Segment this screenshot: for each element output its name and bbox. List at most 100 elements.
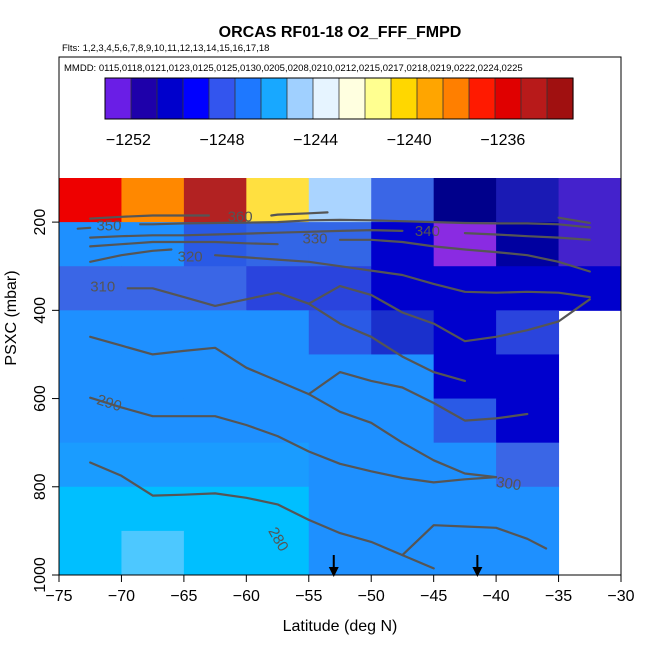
flight-markers [328, 555, 483, 577]
heatmap-cell [246, 266, 310, 311]
heatmap-cell [183, 398, 247, 444]
colorbar-band [547, 78, 574, 119]
x-tick-label: −30 [607, 588, 634, 605]
heatmap-cell [121, 486, 185, 532]
contour-label-340: 340 [415, 223, 440, 240]
y-tick-label: 600 [32, 385, 49, 412]
heatmap-cell [121, 530, 185, 576]
colorbar-band [521, 78, 548, 119]
heatmap-cell [433, 310, 497, 355]
colorbar-tick-label: −1248 [200, 132, 245, 149]
contour-line-360 [270, 211, 329, 217]
x-tick-label: −35 [545, 588, 572, 605]
heatmap-cell [183, 222, 247, 267]
flights-label: Flts: 1,2,3,4,5,6,7,8,9,10,11,12,13,14,1… [62, 43, 269, 54]
colorbar-band [391, 78, 418, 119]
heatmap-cell [59, 178, 122, 223]
contour-label-290: 290 [95, 391, 124, 415]
heatmap-cell [371, 398, 435, 444]
heatmap-cell [433, 486, 497, 532]
heatmap-cell [558, 266, 622, 311]
heatmap-cell [121, 442, 185, 488]
heatmap-cell [558, 178, 622, 223]
heatmap-cell [496, 310, 560, 355]
x-tick-label: −75 [45, 588, 72, 605]
chart-title: ORCAS RF01-18 O2_FFF_FMPD [219, 24, 462, 41]
y-tick-label: 400 [32, 297, 49, 324]
heatmap-cell [371, 310, 435, 355]
contour-line-320 [214, 254, 591, 299]
heatmap-cell [433, 266, 497, 311]
heatmap-cell [496, 530, 560, 576]
heatmap-cell [371, 178, 435, 223]
heatmap-cell [371, 530, 435, 576]
heatmap-cell [246, 530, 310, 576]
heatmap-cell [496, 354, 560, 400]
heatmap-cell [496, 442, 560, 488]
heatmap-cell [246, 310, 310, 355]
heatmap-cell [59, 442, 122, 488]
marker-arrow-head [328, 567, 339, 577]
heatmap-cell [183, 266, 247, 311]
colorbar-band [339, 78, 366, 119]
heatmap-cell [59, 310, 122, 355]
colorbar-band [287, 78, 314, 119]
colorbar: −1252 −1248 −1244 −1240 −1236 [104, 77, 574, 149]
contour-label-320: 320 [178, 248, 203, 265]
colorbar-band [417, 78, 444, 119]
contour-label-330: 330 [303, 231, 328, 248]
heatmap-cell [246, 486, 310, 532]
colorbar-band [443, 78, 470, 119]
marker-arrow-head [472, 567, 483, 577]
heatmap-cell [433, 530, 497, 576]
heatmap-cell [371, 266, 435, 311]
heatmap-cell [121, 354, 185, 400]
contour-line-280 [89, 461, 435, 570]
contour-line-330 [89, 240, 279, 248]
contour-line-360 [89, 214, 210, 220]
heatmap-cell [59, 266, 122, 311]
heatmap-cell [496, 266, 560, 311]
x-axis-label: Latitude (deg N) [283, 618, 398, 635]
x-tick-label: −50 [358, 588, 385, 605]
contour-label-310: 310 [90, 278, 115, 295]
y-tick-label: 1000 [32, 557, 49, 593]
contour-line-300 [307, 371, 529, 422]
x-tick-label: −70 [108, 588, 135, 605]
x-tick-label: −65 [170, 588, 197, 605]
heatmap-cell [308, 398, 372, 444]
contour-line-350 [76, 226, 92, 230]
colorbar-band [157, 78, 184, 119]
heatmap-cell [246, 178, 310, 223]
heatmap-cell [59, 530, 122, 576]
contour-label-350: 350 [96, 217, 121, 234]
heatmap-cell [371, 354, 435, 400]
x-tick-label: −60 [233, 588, 260, 605]
heatmap-cell [496, 398, 560, 444]
x-tick-label: −45 [420, 588, 447, 605]
heatmap-cell [433, 222, 497, 267]
heatmap-cell [246, 442, 310, 488]
colorbar-tick-label: −1244 [293, 132, 338, 149]
contour-line-340 [89, 229, 404, 239]
contour-line-360 [557, 216, 591, 225]
heatmap-cell [496, 486, 560, 532]
x-tick-label: −40 [483, 588, 510, 605]
heatmap-cell [558, 222, 622, 267]
colorbar-band [183, 78, 210, 119]
colorbar-band [131, 78, 158, 119]
colorbar-tick-label: −1252 [106, 132, 151, 149]
colorbar-tick-label: −1236 [480, 132, 525, 149]
plot-frame [58, 56, 622, 576]
colorbar-band [235, 78, 262, 119]
heatmap-cell [59, 486, 122, 532]
heatmap-cell [433, 178, 497, 223]
colorbar-band [261, 78, 288, 119]
heatmap-cell [308, 178, 372, 223]
y-tick-label: 200 [32, 209, 49, 236]
heatmap-cell [246, 354, 310, 400]
heatmap-cells [59, 178, 622, 576]
contour-line-290 [89, 396, 498, 484]
